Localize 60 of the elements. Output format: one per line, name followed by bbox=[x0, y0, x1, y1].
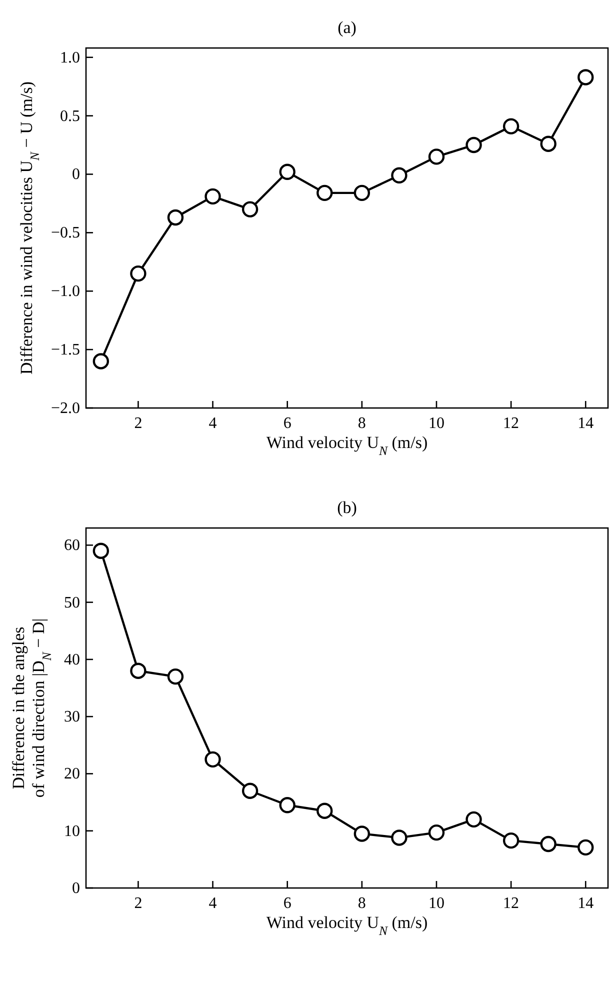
y-tick-label: 60 bbox=[64, 537, 80, 554]
point bbox=[540, 136, 556, 152]
point bbox=[316, 802, 333, 819]
point bbox=[578, 839, 594, 856]
x-tick-label: 2 bbox=[134, 895, 142, 912]
x-tick-label: 6 bbox=[283, 415, 292, 432]
x-tick-label: 4 bbox=[208, 415, 217, 432]
point bbox=[92, 353, 110, 370]
x-tick-label: 10 bbox=[428, 895, 444, 912]
y-tick-label: 0 bbox=[72, 166, 80, 184]
point bbox=[242, 782, 258, 799]
y-tick-label: 1.0 bbox=[60, 49, 80, 66]
y-tick-label: 0 bbox=[72, 880, 80, 897]
point bbox=[354, 826, 370, 842]
point bbox=[130, 662, 146, 679]
point bbox=[204, 188, 221, 205]
y-tick-label: −2.0 bbox=[50, 400, 80, 417]
x-tick-label: 14 bbox=[578, 415, 594, 432]
point bbox=[316, 184, 333, 202]
point bbox=[540, 836, 556, 852]
x-tick-label: 8 bbox=[358, 895, 366, 912]
point bbox=[204, 751, 221, 768]
y-tick-label: 30 bbox=[64, 708, 80, 726]
x-tick-label: 14 bbox=[578, 895, 594, 912]
x-tick-label: 6 bbox=[283, 895, 292, 912]
chart-title: (a) bbox=[338, 18, 356, 37]
point bbox=[502, 832, 520, 849]
point bbox=[279, 164, 296, 180]
point bbox=[130, 265, 146, 282]
y-tick-label: 10 bbox=[64, 822, 80, 840]
point bbox=[391, 167, 408, 184]
point bbox=[391, 830, 408, 846]
x-tick-label: 4 bbox=[208, 895, 217, 912]
point bbox=[354, 184, 370, 202]
point bbox=[242, 201, 258, 218]
y-tick-label: 20 bbox=[64, 766, 80, 783]
point bbox=[167, 209, 184, 226]
x-axis-title: Wind velocity U$_{N}$ (m/s) bbox=[266, 433, 428, 458]
point bbox=[466, 811, 482, 828]
point bbox=[428, 824, 445, 841]
x-axis-title: Wind velocity U$_{N}$ (m/s) bbox=[266, 913, 428, 938]
y-tick-label: 40 bbox=[64, 651, 80, 668]
x-tick-label: 2 bbox=[134, 415, 142, 432]
point bbox=[502, 118, 520, 134]
y-tick-label: −0.5 bbox=[50, 224, 80, 242]
point bbox=[466, 136, 482, 154]
x-tick-label: 12 bbox=[503, 415, 520, 432]
y-tick-label: −1.0 bbox=[50, 283, 80, 300]
x-tick-label: 8 bbox=[358, 415, 366, 432]
x-tick-label: 10 bbox=[428, 415, 444, 432]
y-tick-label: 0.5 bbox=[60, 108, 80, 125]
y-tick-label: −1.5 bbox=[50, 342, 80, 359]
point bbox=[92, 542, 110, 559]
x-tick-label: 12 bbox=[503, 895, 520, 912]
point bbox=[578, 69, 594, 86]
chart-title: (b) bbox=[337, 498, 357, 517]
y-tick-label: 50 bbox=[64, 594, 80, 612]
point bbox=[428, 148, 445, 165]
point bbox=[167, 668, 184, 685]
point bbox=[279, 797, 296, 814]
